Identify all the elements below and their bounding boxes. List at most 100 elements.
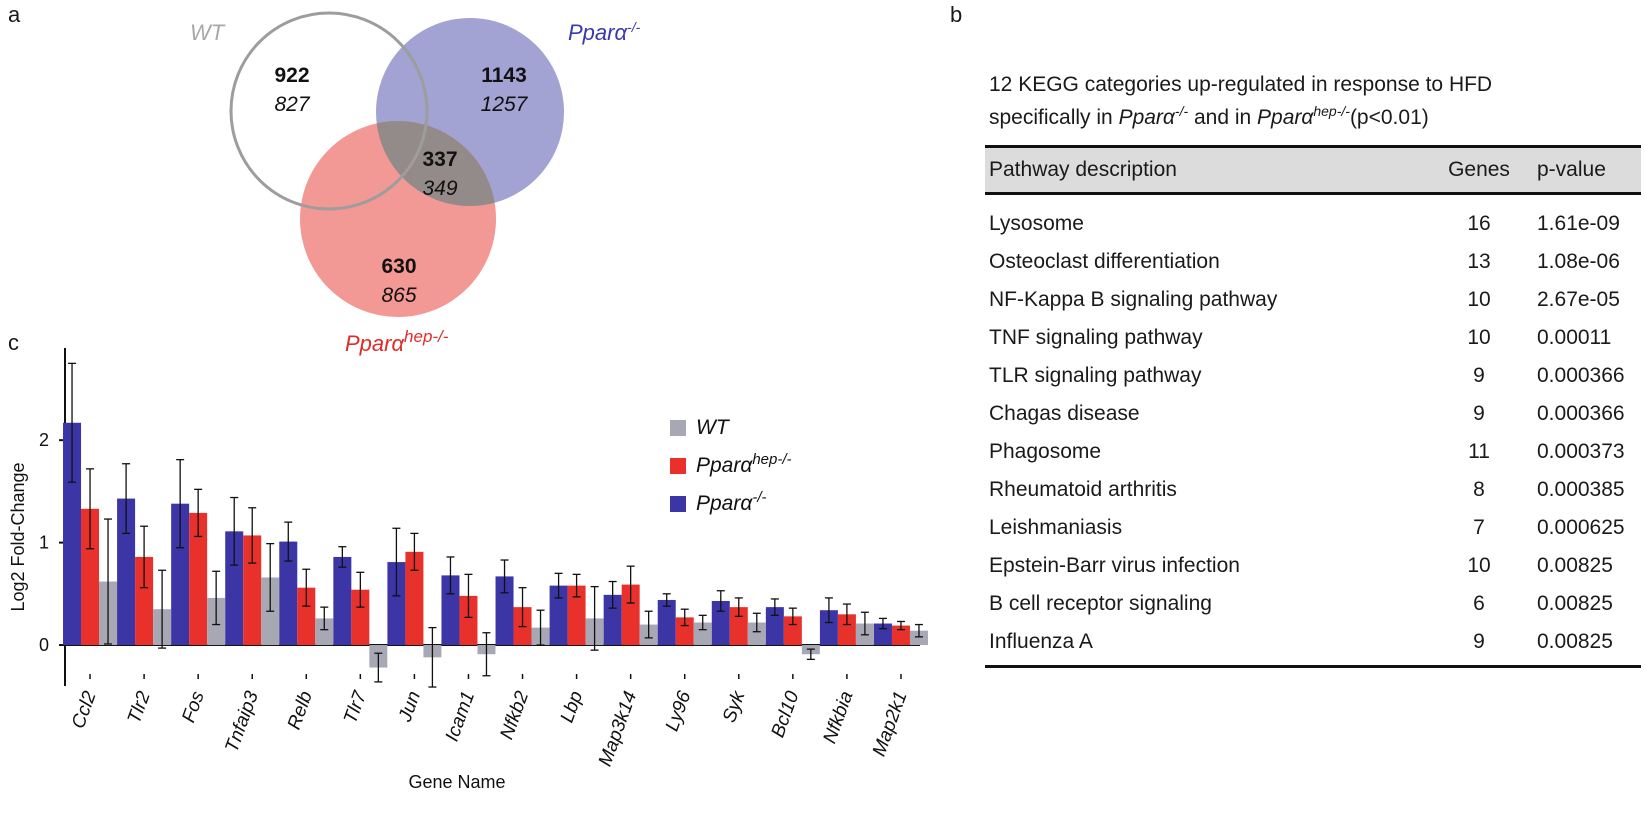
bar-Jun-0 — [387, 562, 406, 646]
legend-label-sup: hep-/- — [752, 451, 791, 468]
legend-label: WT — [696, 416, 731, 439]
cell-pvalue: 1.08e-06 — [1537, 250, 1620, 273]
venn-hep-only-sub: 865 — [381, 284, 416, 307]
table-header-row: Pathway description Genes p-value — [985, 145, 1641, 195]
legend-label: Pparα — [696, 492, 753, 515]
header-pvalue: p-value — [1533, 145, 1641, 195]
cell-pathway: NF-Kappa B signaling pathway — [989, 288, 1278, 311]
table-row: Rheumatoid arthritis 8 0.000385 — [985, 471, 1641, 509]
x-tick-label-Ccl2: Ccl2 — [68, 688, 101, 731]
table-title: 12 KEGG categories up-regulated in respo… — [989, 72, 1645, 131]
table-row: Lysosome 16 1.61e-09 — [985, 194, 1641, 244]
cell-pathway: TLR signaling pathway — [989, 364, 1202, 387]
y-tick-label: 2 — [39, 430, 49, 450]
x-tick-label-Bcl10: Bcl10 — [768, 688, 804, 740]
venn-hep-only-count: 630 — [381, 255, 416, 278]
x-tick-label-Icam1: Icam1 — [442, 689, 479, 745]
cell-pvalue: 0.00825 — [1533, 623, 1641, 668]
table-row: TLR signaling pathway 9 0.000366 — [985, 357, 1641, 395]
bar-Tnfaip3-0 — [225, 531, 244, 646]
x-tick-label-Syk: Syk — [719, 687, 750, 725]
panel-b-letter: b — [950, 2, 963, 27]
venn-diagram: WT Pparα-/- Pparαhep-/- 922 827 1143 125… — [190, 11, 641, 356]
header-genes: Genes — [1425, 145, 1533, 195]
y-tick-label: 0 — [39, 635, 49, 655]
table-row: Influenza A 9 0.00825 — [985, 623, 1641, 668]
x-axis-label: Gene Name — [408, 772, 505, 792]
bar-Relb-0 — [279, 541, 298, 646]
cell-genes: 13 — [1467, 250, 1491, 273]
bar-Relb-2 — [315, 618, 334, 646]
cell-pathway: Chagas disease — [989, 402, 1140, 425]
x-tick-label-Tlr2: Tlr2 — [124, 688, 155, 726]
bar-Lbp-1 — [567, 585, 586, 646]
bar-Tlr7-0 — [333, 556, 352, 646]
bar-Map3k14-1 — [621, 584, 640, 646]
bar-Ccl2-0 — [63, 422, 82, 646]
table-title-line2: specifically in Pparα-/- and in Pparαhep… — [989, 103, 1429, 129]
cell-pathway: B cell receptor signaling — [989, 592, 1212, 615]
table-row: Epstein-Barr virus infection 10 0.00825 — [985, 547, 1641, 585]
bar-Map2k1-1 — [891, 625, 910, 646]
table-row: Osteoclast differentiation 13 1.08e-06 — [985, 243, 1641, 281]
cell-genes: 6 — [1473, 592, 1485, 615]
cell-pvalue: 0.00825 — [1537, 592, 1613, 615]
table-row: Chagas disease 9 0.000366 — [985, 395, 1641, 433]
x-tick-label-Ly96: Ly96 — [662, 688, 696, 734]
legend-swatch — [670, 458, 686, 474]
bar-Ccl2-1 — [81, 508, 100, 646]
cell-pathway: Rheumatoid arthritis — [989, 478, 1177, 501]
cell-pvalue: 1.61e-09 — [1537, 212, 1620, 235]
bar-Tlr2-1 — [135, 556, 154, 646]
bar-Map3k14-0 — [603, 594, 622, 646]
venn-circle-wt — [229, 11, 429, 211]
bar-Map2k1-2 — [909, 630, 928, 646]
cell-genes: 9 — [1473, 402, 1485, 425]
cell-genes: 7 — [1473, 516, 1485, 539]
x-tick-label-Relb: Relb — [284, 689, 317, 733]
bar-Lbp-0 — [549, 585, 568, 646]
bar-Syk-1 — [729, 607, 748, 646]
bar-Jun-1 — [405, 551, 424, 646]
y-tick-label: 1 — [39, 533, 49, 553]
bar-Tlr2-0 — [117, 498, 136, 646]
venn-ko-only-count: 1143 — [481, 64, 527, 87]
bar-Ly96-0 — [657, 599, 676, 646]
table-title-line1: 12 KEGG categories up-regulated in respo… — [989, 73, 1493, 96]
venn-overlap-count: 337 — [422, 148, 457, 171]
x-tick-label-Map3k14: Map3k14 — [595, 689, 641, 770]
cell-pathway: TNF signaling pathway — [989, 326, 1203, 349]
cell-pathway: Influenza A — [985, 623, 1425, 668]
x-tick-label-Nfkbia: Nfkbia — [819, 689, 857, 747]
legend-label-sup: -/- — [752, 489, 766, 506]
bar-Nfkbia-0 — [819, 610, 838, 646]
venn-wt-only-count: 922 — [274, 64, 309, 87]
x-tick-label-Nfkb2: Nfkb2 — [497, 688, 534, 742]
cell-genes: 16 — [1467, 212, 1491, 235]
x-tick-label-Lbp: Lbp — [557, 689, 588, 726]
cell-pvalue: 0.000385 — [1537, 478, 1625, 501]
bar-Syk-0 — [711, 600, 730, 646]
bar-Bcl10-0 — [765, 607, 784, 646]
panel-c-letter: c — [8, 330, 19, 355]
bar-Ly96-2 — [693, 622, 712, 646]
venn-label-wt: WT — [190, 20, 226, 45]
table-row: NF-Kappa B signaling pathway 10 2.67e-05 — [985, 281, 1641, 319]
venn-ko-only-sub: 1257 — [481, 93, 529, 116]
venn-overlap-sub: 349 — [422, 177, 457, 200]
venn-wt-only-sub: 827 — [274, 93, 310, 116]
cell-genes: 9 — [1425, 623, 1533, 668]
bar-Icam1-1 — [459, 595, 478, 646]
cell-genes: 11 — [1468, 440, 1490, 463]
table-row: Leishmaniasis 7 0.000625 — [985, 509, 1641, 547]
bar-Fos-0 — [171, 503, 190, 646]
kegg-table-panel: 12 KEGG categories up-regulated in respo… — [985, 72, 1645, 668]
table-row: B cell receptor signaling 6 0.00825 — [985, 585, 1641, 623]
cell-pathway: Osteoclast differentiation — [989, 250, 1220, 273]
cell-genes: 10 — [1467, 288, 1491, 311]
bar-Relb-1 — [297, 587, 316, 646]
legend-swatch — [670, 420, 686, 436]
x-tick-label-Map2k1: Map2k1 — [869, 689, 912, 760]
legend-label: Pparα — [696, 454, 753, 477]
venn-overlap-region — [376, 121, 495, 206]
